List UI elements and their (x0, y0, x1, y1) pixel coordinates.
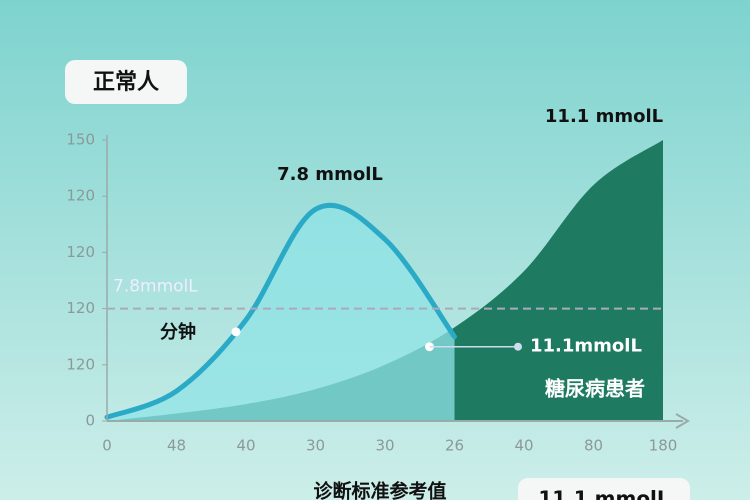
y-tick-label: 150 (66, 131, 95, 149)
x-tick-label: 48 (167, 437, 186, 455)
annotation: 7.8 mmolL (277, 164, 383, 185)
y-tick-label: 120 (66, 243, 95, 261)
x-axis-arrow (675, 413, 690, 429)
y-tick-label: 120 (66, 299, 95, 317)
button[interactable] (518, 478, 690, 500)
line (104, 202, 457, 420)
x-tick-label: 0 (102, 437, 112, 455)
button-text[interactable]: 11.1 mmolL (538, 487, 670, 500)
badge (65, 60, 187, 104)
annotation: 11.1 mmolL (545, 106, 663, 127)
area (107, 140, 663, 421)
x-tick-label: 30 (375, 437, 394, 455)
x-tick-label: 40 (236, 437, 255, 455)
annotation: 11.1mmolL (530, 336, 642, 357)
point (231, 327, 241, 337)
reference-label: 7.8mmolL (113, 277, 198, 297)
x-tick-label: 80 (584, 437, 603, 455)
series-label: 糖尿病患者 (545, 377, 645, 401)
x-tick-label: 180 (649, 437, 678, 455)
x-tick-label: 26 (445, 437, 464, 455)
y-tick-label: 120 (66, 187, 95, 205)
x-axis-title: 诊断标准参考值 (313, 480, 446, 500)
x-tick-label: 30 (306, 437, 325, 455)
area (107, 205, 455, 421)
leader-dot (514, 342, 522, 351)
y-tick-label: 120 (66, 355, 95, 373)
x-tick-label: 40 (514, 437, 533, 455)
badge-text: 正常人 (93, 69, 159, 95)
plot: 0 120 120 120 120 150 0 48 40 30 30 26 40 80 180 7.8mmo… (66, 106, 690, 455)
y-tick-label: 0 (85, 412, 95, 430)
annotation: 分钟 (160, 321, 196, 343)
